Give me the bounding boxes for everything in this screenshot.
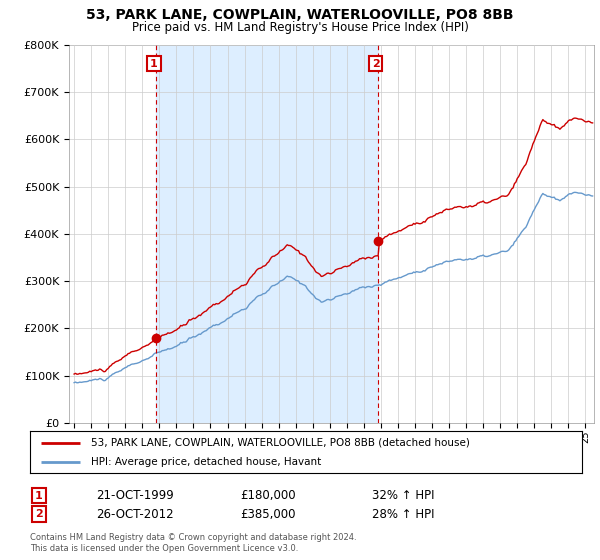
Text: 2: 2 (371, 59, 379, 69)
Text: 53, PARK LANE, COWPLAIN, WATERLOOVILLE, PO8 8BB: 53, PARK LANE, COWPLAIN, WATERLOOVILLE, … (86, 8, 514, 22)
Text: 53, PARK LANE, COWPLAIN, WATERLOOVILLE, PO8 8BB (detached house): 53, PARK LANE, COWPLAIN, WATERLOOVILLE, … (91, 437, 470, 447)
Text: 1: 1 (150, 59, 158, 69)
Bar (157, 45, 378, 423)
Text: Contains HM Land Registry data © Crown copyright and database right 2024.
This d: Contains HM Land Registry data © Crown c… (30, 533, 356, 553)
Text: £385,000: £385,000 (240, 507, 296, 521)
Text: 2: 2 (35, 509, 43, 519)
Text: £180,000: £180,000 (240, 489, 296, 502)
Text: 28% ↑ HPI: 28% ↑ HPI (372, 507, 434, 521)
Text: 32% ↑ HPI: 32% ↑ HPI (372, 489, 434, 502)
Text: 21-OCT-1999: 21-OCT-1999 (96, 489, 174, 502)
Text: 26-OCT-2012: 26-OCT-2012 (96, 507, 173, 521)
Text: Price paid vs. HM Land Registry's House Price Index (HPI): Price paid vs. HM Land Registry's House … (131, 21, 469, 34)
Text: 1: 1 (35, 491, 43, 501)
Text: HPI: Average price, detached house, Havant: HPI: Average price, detached house, Hava… (91, 457, 321, 467)
